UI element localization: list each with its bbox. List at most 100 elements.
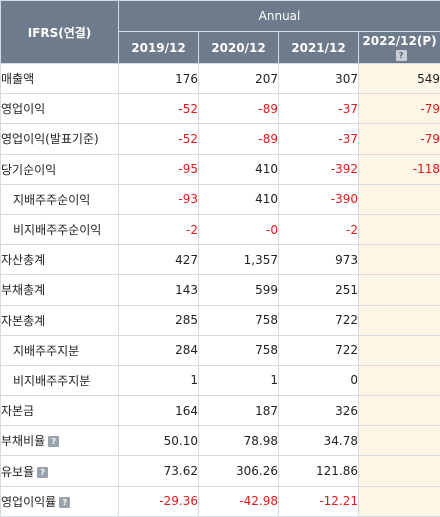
value-cell [359,305,440,335]
value-cell [359,245,440,275]
value-cell: -2 [279,214,359,244]
row-label-text: 영업이익(발표기준) [1,132,99,146]
value-cell [359,426,440,456]
value-cell: -37 [279,124,359,154]
value-cell: -93 [119,184,199,214]
question-icon[interactable]: ? [48,436,59,447]
table-row: 비지배주주순이익 -2-0-2 [1,214,440,244]
row-label-text: 비지배주주순이익 [13,223,101,237]
row-label-text: 영업이익률 [1,495,56,509]
value-cell: 1,357 [199,245,279,275]
row-label-text: 비지배주주지분 [13,374,90,388]
value-cell: -2 [119,214,199,244]
value-cell: 251 [279,275,359,305]
value-cell: 73.62 [119,456,199,486]
value-cell [359,214,440,244]
value-cell: -52 [119,94,199,124]
value-cell [359,275,440,305]
row-label: 영업이익(발표기준) [1,124,119,154]
row-label-text: 자본총계 [1,314,45,328]
question-icon[interactable]: ? [37,467,48,478]
row-label: 비지배주주지분 [1,365,119,395]
value-cell: -37 [279,94,359,124]
value-cell: 121.86 [279,456,359,486]
value-cell: 284 [119,335,199,365]
row-label: 영업이익률? [1,486,119,516]
value-cell: 285 [119,305,199,335]
row-label-text: 매출액 [1,72,34,86]
value-cell: -95 [119,154,199,184]
row-label-text: 지배주주순이익 [13,193,90,207]
value-cell: -12.21 [279,486,359,516]
row-label-text: 영업이익 [1,102,45,116]
year-header-2019: 2019/12 [119,32,199,64]
value-cell: 722 [279,335,359,365]
value-cell: 599 [199,275,279,305]
value-cell [359,335,440,365]
value-cell: 758 [199,335,279,365]
table-row: 영업이익(발표기준) -52-89-37-79 [1,124,440,154]
value-cell: 410 [199,184,279,214]
question-icon[interactable]: ? [59,497,70,508]
value-cell: 176 [119,64,199,94]
value-cell: 758 [199,305,279,335]
value-cell: -29.36 [119,486,199,516]
value-cell: 1 [119,365,199,395]
value-cell: 1 [199,365,279,395]
year-header-2021: 2021/12 [279,32,359,64]
value-cell: 307 [279,64,359,94]
value-cell: -392 [279,154,359,184]
row-label: 비지배주주순이익 [1,214,119,244]
row-label: 자본금 [1,396,119,426]
value-cell: -0 [199,214,279,244]
year-header-2020: 2020/12 [199,32,279,64]
row-label: 영업이익 [1,94,119,124]
value-cell: 143 [119,275,199,305]
value-cell [359,486,440,516]
row-label: 매출액 [1,64,119,94]
value-cell: 34.78 [279,426,359,456]
row-label-text: 지배주주지분 [13,344,79,358]
question-icon[interactable]: ? [396,50,407,61]
value-cell: 410 [199,154,279,184]
value-cell: 187 [199,396,279,426]
annual-header: Annual [119,1,440,32]
row-label: 부채총계 [1,275,119,305]
value-cell: 78.98 [199,426,279,456]
row-label-text: 자본금 [1,404,34,418]
row-label: 자본총계 [1,305,119,335]
value-cell: 549 [359,64,440,94]
value-cell: -79 [359,124,440,154]
row-label-text: 부채총계 [1,283,45,297]
value-cell: -42.98 [199,486,279,516]
value-cell: -89 [199,94,279,124]
value-cell: 50.10 [119,426,199,456]
row-label: 지배주주순이익 [1,184,119,214]
value-cell: -52 [119,124,199,154]
value-cell [359,396,440,426]
table-title: IFRS(연결) [1,1,119,64]
row-label: 지배주주지분 [1,335,119,365]
value-cell: -89 [199,124,279,154]
value-cell: 326 [279,396,359,426]
value-cell [359,456,440,486]
row-label-text: 부채비율 [1,434,45,448]
table-row: 영업이익률?-29.36-42.98-12.21 [1,486,440,516]
year-header-2022p: 2022/12(P)? [359,32,440,64]
value-cell: 0 [279,365,359,395]
value-cell: -390 [279,184,359,214]
row-label-text: 자산총계 [1,253,45,267]
table-row: 영업이익-52-89-37-79 [1,94,440,124]
row-label-text: 당기순이익 [1,163,56,177]
value-cell: 306.26 [199,456,279,486]
value-cell [359,365,440,395]
